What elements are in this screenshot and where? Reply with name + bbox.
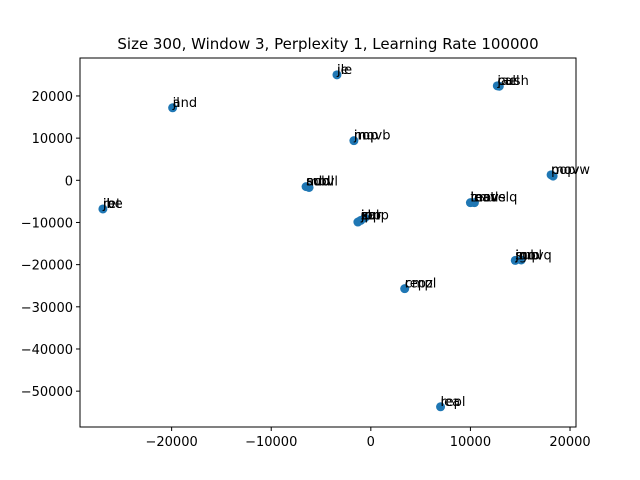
point-label: mov [551, 163, 580, 178]
point-label: addl [306, 175, 334, 190]
data-point [353, 217, 363, 227]
point-label: nop [354, 129, 378, 144]
point-label: leave [470, 191, 505, 206]
point-label: movw [551, 163, 590, 178]
y-tick-label: −50000 [21, 385, 73, 400]
point-label: test [470, 191, 495, 206]
x-tick-label: 20000 [549, 435, 590, 450]
point-label: jl [172, 96, 180, 111]
point-label: add [306, 175, 330, 190]
point-label: imul [470, 191, 498, 206]
point-labels-layer: jlejejaepushcallandjljmpmovbnoppopmovwmo… [102, 63, 591, 410]
point-label: cmp [361, 208, 389, 223]
point-label: jbe [102, 197, 123, 212]
chart-title: Size 300, Window 3, Perplexity 1, Learni… [117, 35, 538, 53]
data-point [436, 402, 446, 412]
data-point [516, 255, 526, 265]
point-label: movslq [470, 191, 517, 206]
point-label: movl [306, 175, 338, 190]
point-label: jmp [353, 129, 379, 144]
x-tick-label: 0 [367, 435, 375, 450]
points-layer [98, 70, 558, 412]
point-label: movq [515, 248, 552, 263]
point-label: jle [336, 63, 352, 78]
data-point [98, 204, 108, 214]
data-point [168, 103, 178, 113]
y-tick-label: −10000 [21, 216, 73, 231]
axes-layer: −20000 −10000 0 10000 20000 −50000 −40000 −3000… [21, 57, 591, 450]
y-tick-label: −20000 [21, 259, 73, 274]
point-label: call [497, 74, 519, 89]
point-label: sar [361, 208, 382, 223]
point-label: jno [514, 248, 535, 263]
point-label: cmpl [405, 277, 437, 292]
point-label: jb [102, 197, 115, 212]
data-point [469, 198, 479, 208]
data-point [400, 284, 410, 294]
point-label: repz [405, 277, 433, 292]
point-label: jg [514, 248, 527, 263]
point-label: je [336, 63, 349, 78]
axes-frame [79, 57, 577, 428]
data-point [304, 182, 314, 192]
y-tick-label: 0 [65, 174, 73, 189]
point-label: jae [496, 74, 517, 89]
point-label: shl [361, 208, 380, 223]
x-tick-label: 10000 [450, 435, 491, 450]
point-label: ret [103, 197, 121, 212]
point-label: jnp [360, 208, 381, 223]
point-label: push [497, 74, 529, 89]
point-label: jmp [514, 248, 540, 263]
point-label: movb [354, 129, 391, 144]
y-tick-label: 20000 [32, 90, 73, 105]
data-point [494, 81, 504, 91]
x-tick-label: −20000 [146, 435, 198, 450]
point-label: jp [360, 208, 373, 223]
point-label: repl [441, 395, 466, 410]
data-point [349, 136, 359, 146]
data-point [548, 171, 558, 181]
point-label: subl [515, 248, 542, 263]
data-point [332, 70, 342, 80]
point-label: and [173, 96, 197, 111]
point-label: pop [551, 163, 575, 178]
data-point [360, 213, 370, 223]
y-tick-label: 10000 [32, 132, 73, 147]
y-tick-label: −40000 [21, 343, 73, 358]
y-tick-label: −30000 [21, 301, 73, 316]
point-label: shr [361, 208, 382, 223]
point-label: lea [441, 395, 461, 410]
point-label: sub [306, 175, 329, 190]
x-tick-label: −10000 [245, 435, 297, 450]
point-label: xor [361, 208, 382, 223]
